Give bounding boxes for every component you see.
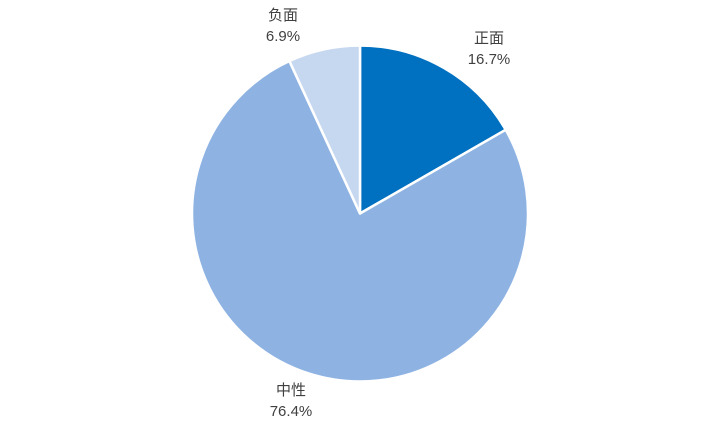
slice-label-negative: 负面 6.9% (235, 5, 331, 47)
slice-name-negative: 负面 (267, 7, 298, 24)
pie-slice-negative (288, 44, 362, 215)
slice-name-positive: 正面 (473, 30, 504, 47)
pie-slice-neutral (190, 59, 530, 383)
pie-slice-positive (358, 44, 507, 215)
slice-label-positive: 正面 16.7% (441, 28, 537, 70)
slice-pct-positive: 16.7% (467, 51, 511, 68)
slice-pct-negative: 6.9% (265, 28, 301, 45)
slice-name-neutral: 中性 (275, 382, 306, 399)
slice-pct-neutral: 76.4% (269, 403, 313, 420)
slice-label-neutral: 中性 76.4% (243, 380, 339, 422)
